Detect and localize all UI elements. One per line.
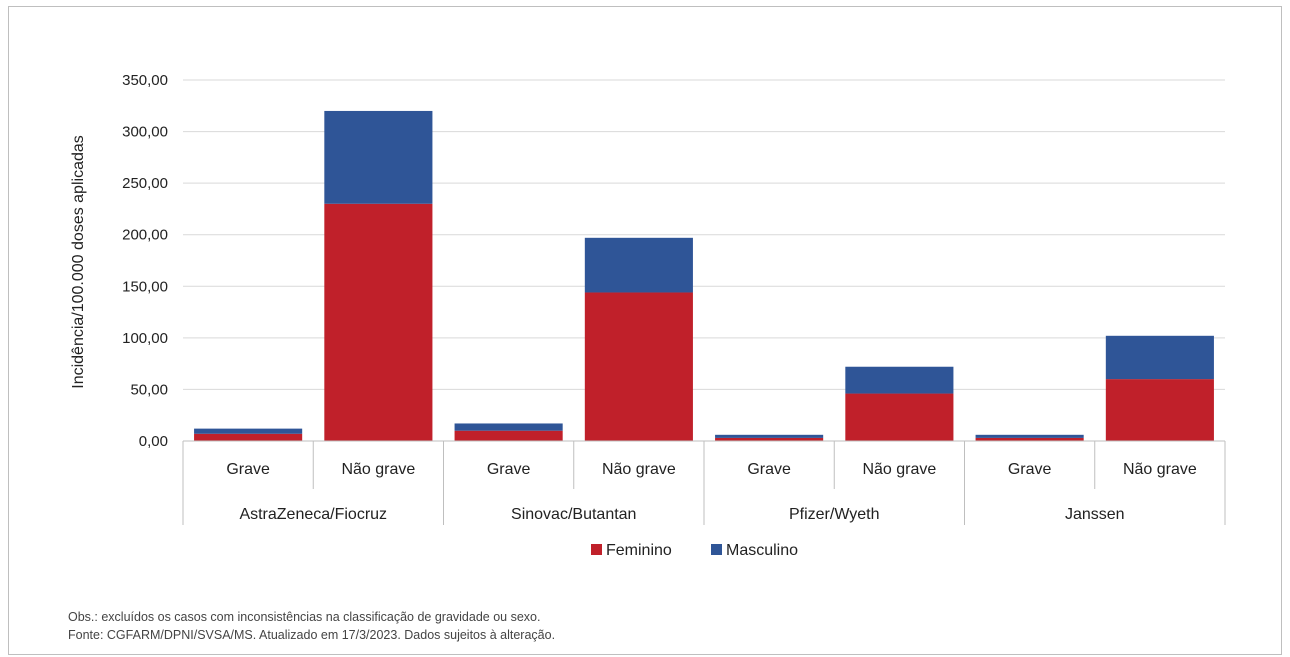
x-group-label: AstraZeneca/Fiocruz	[239, 506, 387, 523]
bar-masculino	[845, 366, 954, 394]
chart-frame	[8, 6, 1282, 655]
y-tick-labels: 0,00 50,00 100,00 150,00 200,00 250,00 300,00 3…	[122, 72, 168, 450]
bar-feminino	[1105, 379, 1214, 441]
bar-feminino	[845, 393, 954, 441]
y-tick-label: 200,00	[122, 227, 168, 244]
x-category-label: Não grave	[341, 461, 415, 478]
x-category-label: Grave	[1008, 461, 1052, 478]
obs-note: Obs.: excluídos os casos com inconsistên…	[68, 610, 541, 624]
bars	[194, 110, 1214, 441]
bar-masculino	[584, 237, 693, 293]
legend-swatch-feminino	[591, 544, 602, 555]
x-group-label: Sinovac/Butantan	[511, 506, 636, 523]
source-note: Fonte: CGFARM/DPNI/SVSA/MS. Atualizado e…	[68, 628, 556, 642]
y-axis-label: Incidência/100.000 doses aplicadas	[70, 135, 87, 389]
bar-feminino	[715, 437, 824, 441]
bar-feminino	[975, 437, 1084, 441]
legend-label-masculino: Masculino	[726, 542, 798, 559]
x-category-label: Não grave	[602, 461, 676, 478]
bar-masculino	[454, 423, 563, 431]
y-tick-label: 50,00	[130, 381, 168, 398]
y-tick-label: 250,00	[122, 175, 168, 192]
bar-masculino	[715, 434, 824, 438]
bar-feminino	[194, 433, 303, 441]
y-tick-label: 300,00	[122, 124, 168, 141]
legend: Feminino Masculino	[591, 542, 798, 559]
y-tick-label: 150,00	[122, 278, 168, 295]
x-group-label: Janssen	[1065, 506, 1125, 523]
legend-label-feminino: Feminino	[606, 542, 672, 559]
x-group-labels: AstraZeneca/Fiocruz Sinovac/Butantan Pfize…	[239, 506, 1124, 523]
axes	[182, 440, 1226, 525]
x-category-label: Grave	[747, 461, 791, 478]
x-category-labels: Grave Não grave Grave Não grave Grave Não gra…	[226, 461, 1197, 478]
x-group-label: Pfizer/Wyeth	[789, 506, 880, 523]
y-tick-label: 100,00	[122, 330, 168, 347]
y-tick-label: 0,00	[139, 433, 168, 450]
legend-swatch-masculino	[711, 544, 722, 555]
bar-masculino	[194, 428, 303, 434]
bar-feminino	[324, 203, 433, 441]
x-category-label: Não grave	[862, 461, 936, 478]
bar-feminino	[584, 292, 693, 441]
x-category-label: Grave	[487, 461, 531, 478]
bar-masculino	[1105, 335, 1214, 380]
y-tick-label: 350,00	[122, 72, 168, 89]
x-category-label: Não grave	[1123, 461, 1197, 478]
x-category-label: Grave	[226, 461, 270, 478]
bar-masculino	[975, 434, 1084, 438]
bar-masculino	[324, 110, 433, 204]
bar-feminino	[454, 430, 563, 441]
